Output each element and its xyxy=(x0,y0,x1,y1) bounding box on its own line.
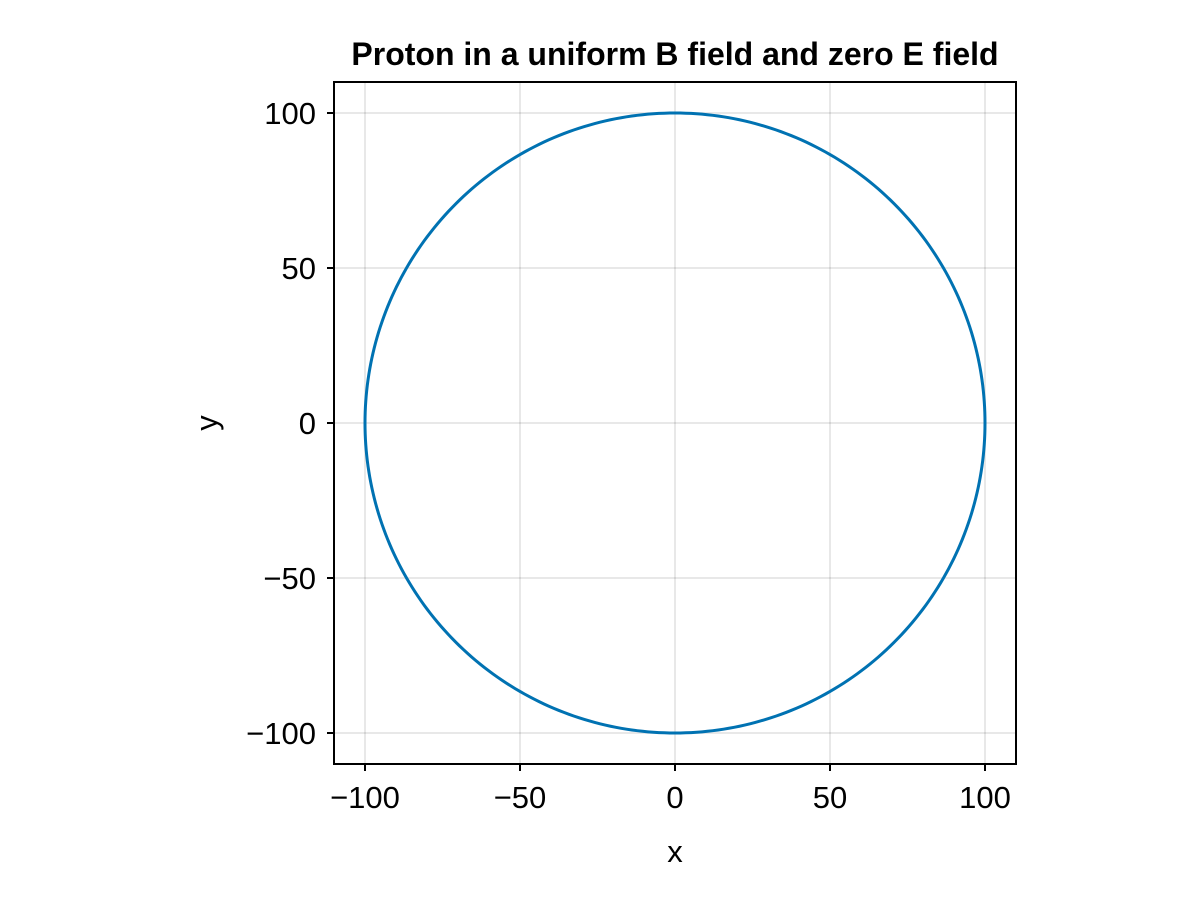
x-tick-label: −50 xyxy=(494,780,547,815)
x-tick-label: 0 xyxy=(666,780,683,815)
chart-title: Proton in a uniform B field and zero E f… xyxy=(351,36,998,72)
series-line xyxy=(363,111,987,735)
y-tick-label: −100 xyxy=(246,716,316,751)
x-tick-label: 50 xyxy=(813,780,847,815)
x-tick-label: 100 xyxy=(959,780,1011,815)
y-tick-label: −50 xyxy=(263,561,316,596)
x-axis: −100 −50 0 50 100 xyxy=(330,764,1011,815)
x-tick-label: −100 xyxy=(330,780,400,815)
series-layer xyxy=(363,111,987,735)
y-axis: −100 −50 0 50 100 xyxy=(246,96,334,751)
y-axis-label: y xyxy=(189,415,224,431)
y-tick-label: 0 xyxy=(299,406,316,441)
grid xyxy=(334,82,1016,764)
y-tick-label: 100 xyxy=(264,96,316,131)
y-tick-label: 50 xyxy=(282,251,316,286)
x-axis-label: x xyxy=(667,834,683,869)
